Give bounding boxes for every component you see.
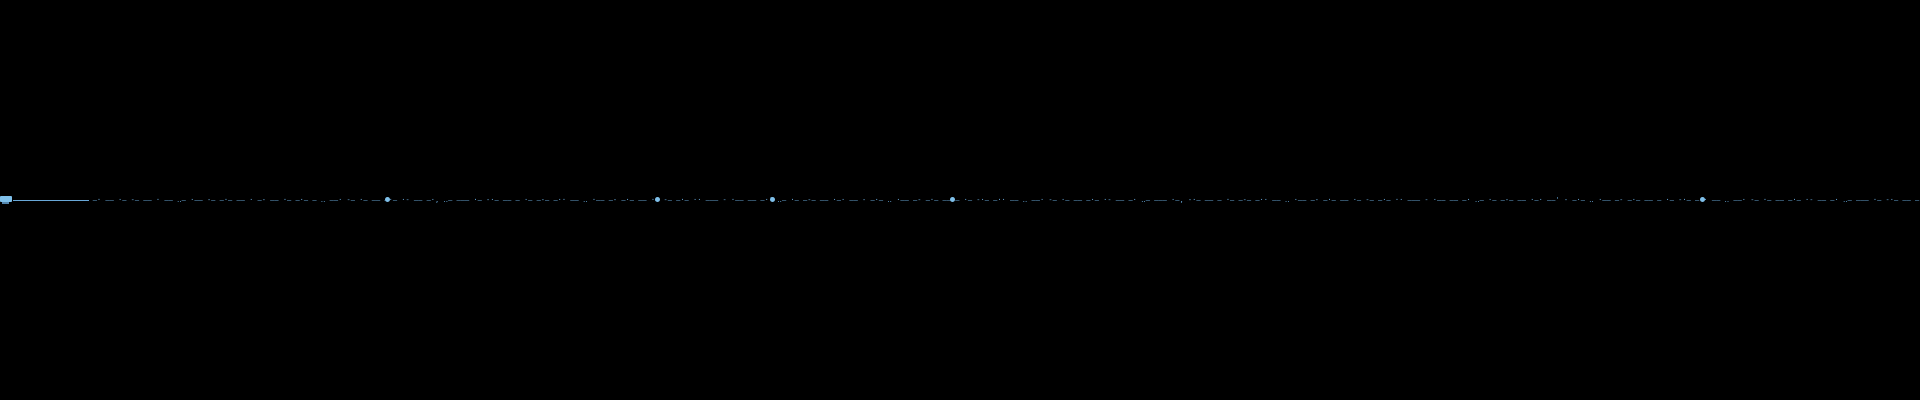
flat-line-segment [13,200,89,201]
line-start-cluster [0,196,12,204]
bright-dot-icon [770,197,775,202]
bright-dot-icon [1700,197,1705,202]
bright-dot-icon [950,197,955,202]
bright-dot-icon [385,197,390,202]
bright-dot-icon [655,197,660,202]
micro-text-line: –· —– ·– ‑— –– · —— ‥– ·–— ‑– —·– –— · –… [92,196,1920,204]
